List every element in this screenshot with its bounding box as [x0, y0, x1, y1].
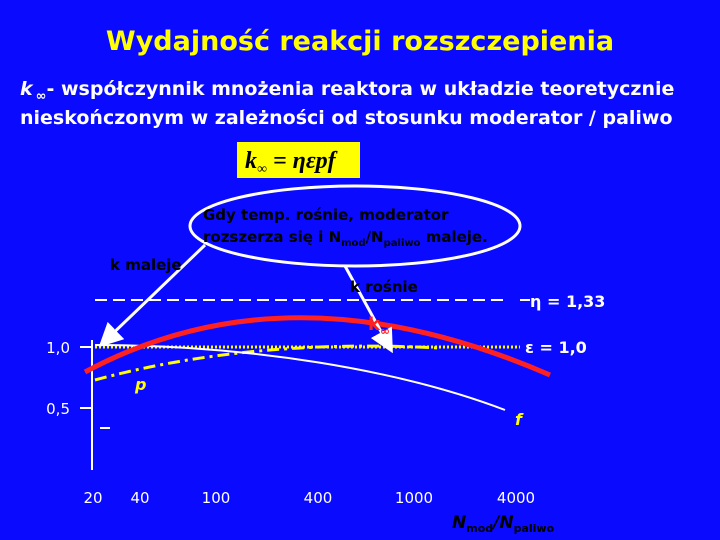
label: η = 1,33 [530, 292, 605, 311]
description: nieskończonym w zależności od stosunku m… [20, 107, 673, 129]
text: N [452, 513, 466, 533]
text: maleje. [421, 228, 488, 246]
symbol: k [20, 78, 34, 100]
p-curve [94, 344, 441, 382]
label: ε = 1,0 [525, 338, 587, 357]
arrow [343, 265, 393, 354]
text: rozszerza się i N [203, 228, 341, 246]
symbol: k [368, 314, 381, 335]
callout-text: Gdy temp. rośnie, moderator [203, 206, 449, 224]
axes [80, 340, 110, 470]
y-tick-label: 0,5 [46, 400, 70, 418]
label: p [134, 375, 146, 394]
sub: paliwo [514, 522, 555, 535]
formula: k∞ = ηεpf [245, 148, 338, 177]
label: k∞ [368, 314, 390, 338]
text: /N [491, 513, 513, 533]
k-curve [83, 315, 551, 378]
subscript: ∞ [380, 324, 390, 338]
x-tick-label: 1000 [395, 489, 433, 507]
description: k ∞- współczynnik mnożenia reaktora w ukł… [20, 78, 674, 104]
label: k maleje [110, 256, 182, 274]
formula-box [237, 142, 360, 178]
label: f [515, 410, 524, 429]
title: Wydajność reakcji rozszczepienia [106, 26, 614, 57]
sub: paliwo [384, 238, 421, 249]
rest: = ηεpf [273, 148, 338, 174]
sub: mod [466, 522, 493, 535]
subscript: ∞ [257, 162, 267, 177]
x-tick-label: 20 [83, 489, 102, 507]
x-tick-label: 40 [130, 489, 149, 507]
y-tick-label: 1,0 [46, 339, 70, 357]
arrow [98, 243, 207, 348]
line: - współczynnik mnożenia reaktora w układ… [46, 78, 674, 100]
symbol: k [245, 148, 257, 174]
x-tick-label: 400 [304, 489, 333, 507]
callout [188, 184, 522, 268]
callout-text: rozszerza się i Nmod/Npaliwo maleje. [203, 228, 488, 249]
sub: mod [341, 238, 365, 249]
x-axis-label: Nmod/Npaliwo [452, 513, 555, 535]
subscript: ∞ [36, 89, 47, 104]
label: k rośnie [350, 278, 418, 296]
text: /N [366, 228, 384, 246]
x-tick-label: 100 [202, 489, 231, 507]
f-curve [94, 344, 506, 411]
x-tick-label: 4000 [497, 489, 535, 507]
